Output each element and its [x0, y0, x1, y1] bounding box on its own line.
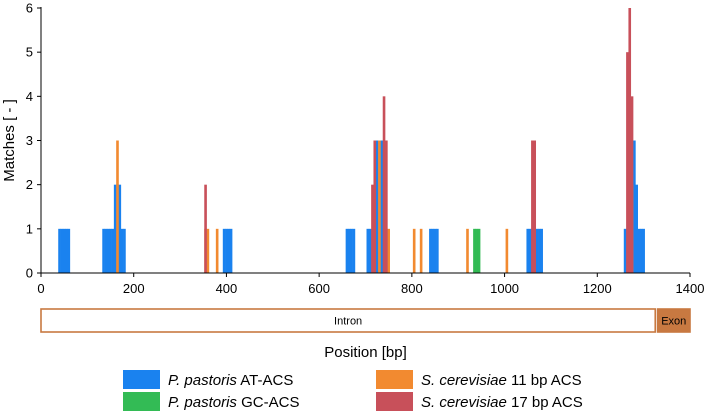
axes-layer: 0 1 2 3 4 5 6 0 200 400 600 800 1000 1200 1400 Matches … — [1, 1, 704, 362]
bar-s-cerevisiae-11-bp-acs — [378, 140, 381, 273]
bar-s-cerevisiae-17-bp-acs — [385, 140, 388, 273]
y-tick-label: 0 — [26, 266, 33, 281]
bar-p-pastoris-at-acs — [368, 228, 372, 273]
bar-p-pastoris-at-acs — [60, 228, 64, 273]
bar-p-pastoris-at-acs — [102, 228, 105, 273]
x-tick-label: 1000 — [490, 281, 519, 296]
region-label-exon: Exon — [661, 316, 686, 328]
y-tick-label: 4 — [26, 89, 33, 104]
legend-swatch-s-cerevisiae-17-bp-acs — [376, 392, 413, 411]
bar-p-pastoris-at-acs — [345, 228, 349, 273]
bar-s-cerevisiae-11-bp-acs — [215, 228, 219, 273]
bar-p-pastoris-at-acs — [429, 228, 432, 273]
legend-label-p-pastoris-at-acs: P. pastoris AT-ACS — [168, 372, 293, 389]
region-exon — [656, 308, 691, 333]
bar-p-pastoris-at-acs — [535, 228, 539, 273]
bar-p-pastoris-at-acs — [635, 184, 638, 273]
legend: P. pastoris AT-ACS S. cerevisiae 11 bp AC… — [123, 370, 583, 411]
x-tick-label: 1200 — [583, 281, 612, 296]
bar-s-cerevisiae-17-bp-acs — [204, 184, 207, 273]
bar-p-pastoris-at-acs — [540, 228, 543, 273]
y-tick-label: 3 — [26, 133, 33, 148]
bar-p-pastoris-at-acs — [65, 228, 68, 273]
bar-p-pastoris-at-acs — [380, 140, 384, 273]
bar-s-cerevisiae-17-bp-acs — [626, 52, 629, 273]
bar-p-pastoris-at-acs — [104, 228, 108, 273]
bar-s-cerevisiae-17-bp-acs — [373, 140, 377, 273]
region-label-intron: Intron — [334, 316, 362, 328]
bar-s-cerevisiae-17-bp-acs — [531, 140, 534, 273]
region-intron — [40, 308, 657, 333]
bar-s-cerevisiae-11-bp-acs — [412, 228, 416, 273]
x-axis-title: Position [bp] — [324, 344, 407, 361]
bar-p-pastoris-at-acs — [526, 228, 530, 273]
bar-p-pastoris-at-acs — [431, 228, 435, 273]
bar-p-pastoris-at-acs — [633, 140, 636, 273]
bar-p-pastoris-at-acs — [433, 228, 437, 273]
x-tick-label: 200 — [123, 281, 145, 296]
x-tick-label: 800 — [401, 281, 423, 296]
bar-p-pastoris-at-acs — [352, 228, 356, 273]
bar-s-cerevisiae-11-bp-acs — [387, 228, 390, 273]
y-tick-label: 5 — [26, 45, 33, 60]
bar-s-cerevisiae-17-bp-acs — [533, 140, 537, 273]
y-axis-title: Matches [ - ] — [1, 99, 18, 182]
bar-s-cerevisiae-11-bp-acs — [505, 228, 509, 273]
bar-p-pastoris-at-acs — [120, 228, 124, 273]
x-tick-label: 0 — [37, 281, 44, 296]
bar-p-pastoris-at-acs — [538, 228, 541, 273]
bar-p-pastoris-at-acs — [123, 228, 126, 273]
legend-label-p-pastoris-gc-acs: P. pastoris GC-ACS — [168, 394, 299, 411]
bars-layer — [58, 8, 645, 273]
bar-p-pastoris-at-acs — [227, 228, 231, 273]
bar-p-pastoris-at-acs — [111, 228, 115, 273]
bar-p-pastoris-at-acs — [62, 228, 66, 273]
x-tick-label: 600 — [308, 281, 330, 296]
bar-p-pastoris-at-acs — [366, 228, 370, 273]
bar-p-pastoris-at-acs — [229, 228, 233, 273]
bar-s-cerevisiae-17-bp-acs — [371, 184, 374, 273]
bar-p-pastoris-gc-acs — [473, 228, 476, 273]
bar-s-cerevisiae-11-bp-acs — [206, 228, 210, 273]
bar-p-pastoris-at-acs — [528, 228, 532, 273]
bar-s-cerevisiae-17-bp-acs — [630, 96, 634, 273]
bar-p-pastoris-at-acs — [640, 228, 643, 273]
legend-label-s-cerevisiae-11-bp-acs: S. cerevisiae 11 bp ACS — [421, 372, 582, 389]
legend-swatch-p-pastoris-gc-acs — [123, 392, 160, 411]
legend-swatch-s-cerevisiae-11-bp-acs — [376, 370, 413, 389]
bar-s-cerevisiae-11-bp-acs — [419, 228, 423, 273]
bar-p-pastoris-at-acs — [225, 228, 228, 273]
legend-label-s-cerevisiae-17-bp-acs: S. cerevisiae 17 bp ACS — [421, 394, 583, 411]
bar-p-pastoris-at-acs — [58, 228, 61, 273]
bar-p-pastoris-at-acs — [642, 228, 645, 273]
bar-p-pastoris-at-acs — [222, 228, 226, 273]
bar-p-pastoris-at-acs — [347, 228, 351, 273]
bar-s-cerevisiae-17-bp-acs — [382, 96, 386, 273]
bar-p-pastoris-at-acs — [350, 228, 353, 273]
y-tick-label: 1 — [26, 221, 33, 236]
bar-p-pastoris-gc-acs — [477, 228, 481, 273]
bar-p-pastoris-gc-acs — [475, 228, 479, 273]
bar-p-pastoris-at-acs — [67, 228, 71, 273]
x-tick-label: 1400 — [676, 281, 705, 296]
bar-p-pastoris-at-acs — [113, 184, 117, 273]
bar-s-cerevisiae-11-bp-acs — [116, 140, 119, 273]
y-tick-label: 6 — [26, 1, 33, 16]
bar-s-cerevisiae-11-bp-acs — [466, 228, 469, 273]
bar-p-pastoris-at-acs — [118, 184, 122, 273]
bar-s-cerevisiae-17-bp-acs — [628, 8, 632, 273]
bar-p-pastoris-at-acs — [637, 228, 641, 273]
legend-swatch-p-pastoris-at-acs — [123, 370, 160, 389]
y-tick-label: 2 — [26, 177, 33, 192]
bar-p-pastoris-at-acs — [375, 140, 379, 273]
bar-p-pastoris-at-acs — [106, 228, 110, 273]
bar-p-pastoris-at-acs — [109, 228, 112, 273]
bar-p-pastoris-at-acs — [623, 228, 627, 273]
x-tick-label: 400 — [216, 281, 238, 296]
bar-p-pastoris-at-acs — [436, 228, 439, 273]
regions-layer: Intron Exon — [40, 308, 691, 333]
